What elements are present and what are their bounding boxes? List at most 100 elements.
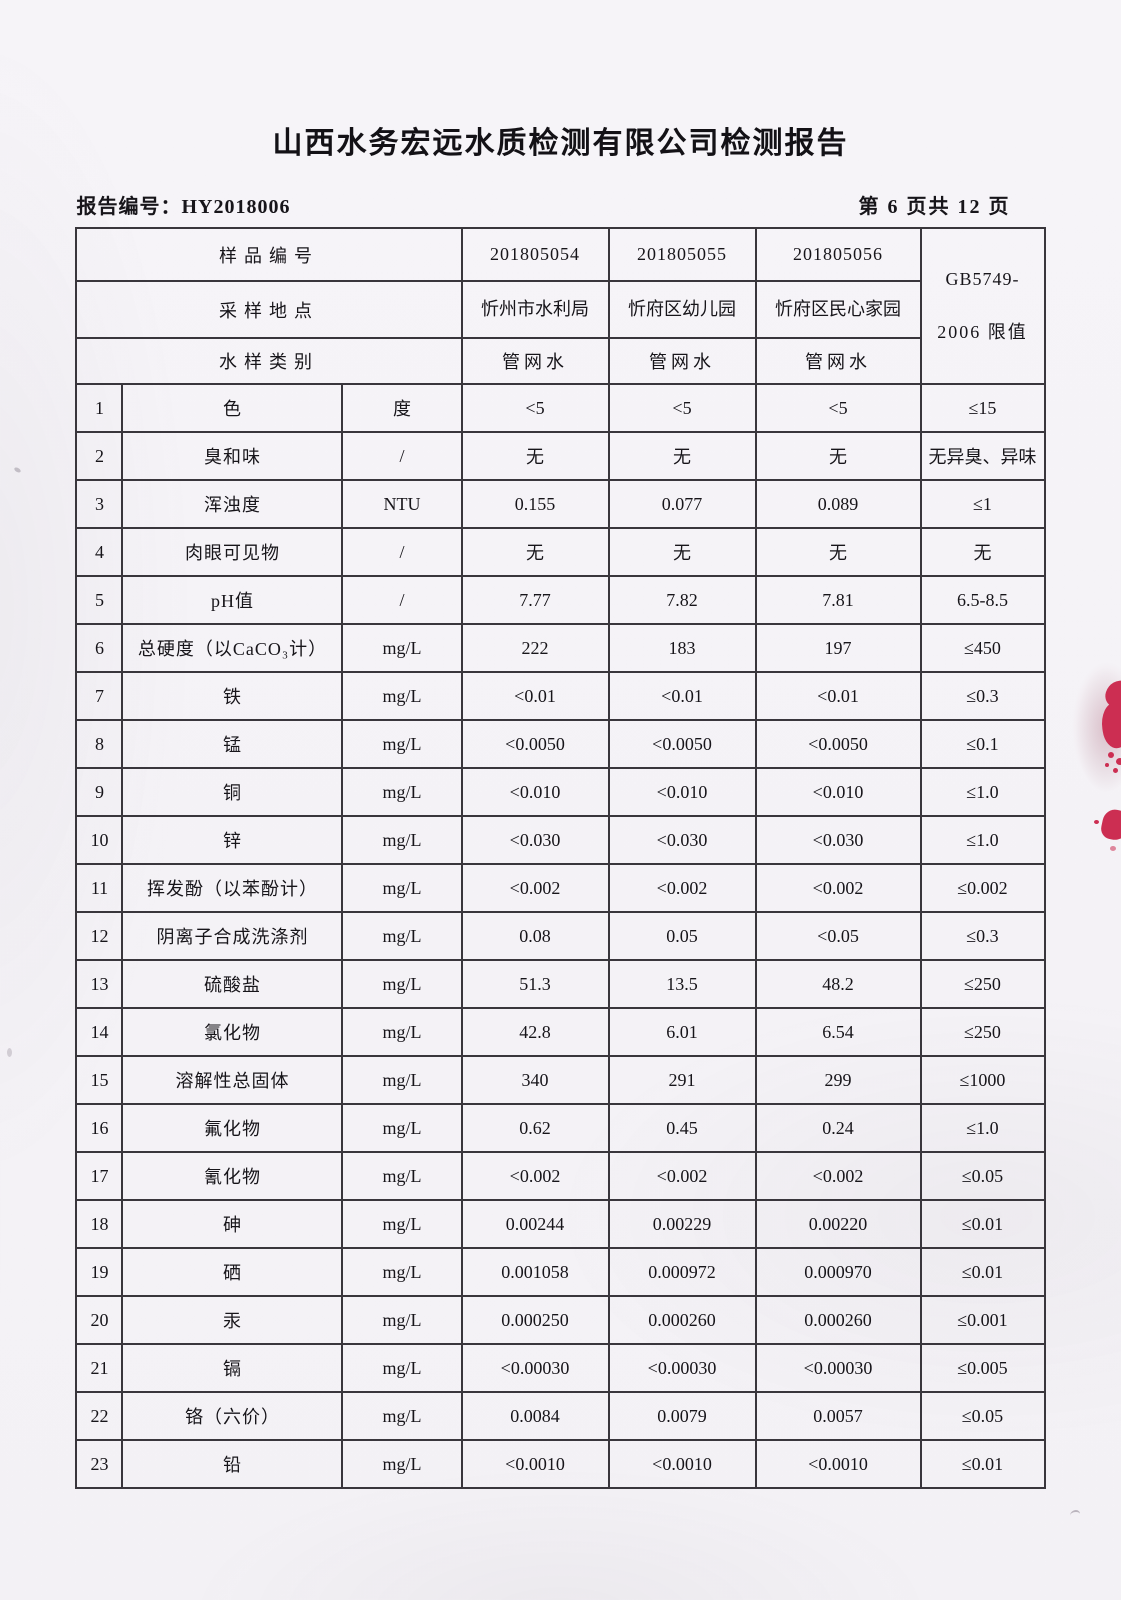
- item-name: 铅: [121, 1439, 344, 1489]
- row-number: 14: [75, 1007, 124, 1057]
- table-row: 12 阴离子合成洗涤剂 mg/L 0.08 0.05 <0.05 ≤0.3: [75, 911, 1046, 961]
- table-row: 10 锌 mg/L <0.030 <0.030 <0.030 ≤1.0: [75, 815, 1046, 865]
- limit-value: ≤0.01: [919, 1439, 1046, 1489]
- row-number: 5: [75, 575, 124, 625]
- item-name: 浑浊度: [121, 479, 344, 529]
- limit-standard-line1: GB5749-: [945, 268, 1020, 289]
- table-row: 7 铁 mg/L <0.01 <0.01 <0.01 ≤0.3: [75, 671, 1046, 721]
- water-type-label: 水样类别: [75, 337, 463, 385]
- value-sample-3: <0.030: [754, 815, 922, 865]
- value-sample-2: 7.82: [607, 575, 757, 625]
- unit: 度: [341, 383, 463, 433]
- table-row: 8 锰 mg/L <0.0050 <0.0050 <0.0050 ≤0.1: [75, 719, 1046, 769]
- value-sample-2: <0.010: [607, 767, 757, 817]
- unit: /: [341, 575, 463, 625]
- table-row: 23 铅 mg/L <0.0010 <0.0010 <0.0010 ≤0.01: [75, 1439, 1046, 1489]
- unit: NTU: [341, 479, 463, 529]
- location-3: 忻府区民心家园: [754, 280, 922, 339]
- limit-value: 无: [919, 527, 1046, 577]
- unit: mg/L: [341, 863, 463, 913]
- value-sample-2: <0.002: [607, 863, 757, 913]
- value-sample-3: 0.00220: [754, 1199, 922, 1249]
- limit-value: ≤1: [919, 479, 1046, 529]
- value-sample-1: <0.030: [460, 815, 610, 865]
- limit-value: ≤0.01: [919, 1247, 1046, 1297]
- value-sample-3: <0.002: [754, 863, 922, 913]
- table-row: 18 砷 mg/L 0.00244 0.00229 0.00220 ≤0.01: [75, 1199, 1046, 1249]
- unit: /: [341, 431, 463, 481]
- limit-value: ≤0.002: [919, 863, 1046, 913]
- value-sample-2: <0.01: [607, 671, 757, 721]
- limit-standard-header: GB5749- 2006 限值: [919, 227, 1046, 385]
- value-sample-3: 无: [754, 431, 922, 481]
- table-header: 样品编号 201805054 201805055 201805056 GB574…: [75, 227, 1046, 385]
- value-sample-2: 6.01: [607, 1007, 757, 1057]
- item-name: 总硬度（以CaCO₃计）: [121, 623, 344, 673]
- item-name: 硒: [121, 1247, 344, 1297]
- limit-value: ≤1000: [919, 1055, 1046, 1105]
- unit: mg/L: [341, 1007, 463, 1057]
- unit: mg/L: [341, 1391, 463, 1441]
- table-row: 15 溶解性总固体 mg/L 340 291 299 ≤1000: [75, 1055, 1046, 1105]
- value-sample-3: 299: [754, 1055, 922, 1105]
- value-sample-3: <0.01: [754, 671, 922, 721]
- value-sample-1: <0.01: [460, 671, 610, 721]
- table-row: 3 浑浊度 NTU 0.155 0.077 0.089 ≤1: [75, 479, 1046, 529]
- value-sample-1: 7.77: [460, 575, 610, 625]
- unit: mg/L: [341, 719, 463, 769]
- value-sample-1: 42.8: [460, 1007, 610, 1057]
- item-name: 硫酸盐: [121, 959, 344, 1009]
- water-quality-results-table: 样品编号 201805054 201805055 201805056 GB574…: [75, 227, 1046, 1489]
- value-sample-2: 0.0079: [607, 1391, 757, 1441]
- header-row-water-type: 水样类别 管网水 管网水 管网水: [75, 337, 1044, 385]
- value-sample-3: <0.0050: [754, 719, 922, 769]
- limit-value: 无异臭、异味: [919, 431, 1046, 481]
- location-label: 采样地点: [75, 280, 463, 339]
- header-row-location: 采样地点 忻州市水利局 忻府区幼儿园 忻府区民心家园: [75, 280, 1044, 339]
- unit: mg/L: [341, 1439, 463, 1489]
- value-sample-1: 0.155: [460, 479, 610, 529]
- value-sample-1: <0.0050: [460, 719, 610, 769]
- location-2: 忻府区幼儿园: [607, 280, 757, 339]
- table-row: 9 铜 mg/L <0.010 <0.010 <0.010 ≤1.0: [75, 767, 1046, 817]
- unit: mg/L: [341, 1151, 463, 1201]
- unit: mg/L: [341, 1103, 463, 1153]
- item-name: 锰: [121, 719, 344, 769]
- limit-value: ≤0.005: [919, 1343, 1046, 1393]
- table-row: 16 氟化物 mg/L 0.62 0.45 0.24 ≤1.0: [75, 1103, 1046, 1153]
- value-sample-1: 0.001058: [460, 1247, 610, 1297]
- item-name: pH值: [121, 575, 344, 625]
- row-number: 17: [75, 1151, 124, 1201]
- item-name: 氰化物: [121, 1151, 344, 1201]
- paper-speck: [1070, 1510, 1080, 1520]
- value-sample-3: <0.00030: [754, 1343, 922, 1393]
- limit-value: ≤0.3: [919, 671, 1046, 721]
- unit: mg/L: [341, 1055, 463, 1105]
- item-name: 肉眼可见物: [121, 527, 344, 577]
- value-sample-1: <0.00030: [460, 1343, 610, 1393]
- table-row: 5 pH值/7.77 7.82 7.81 6.5-8.5: [75, 575, 1046, 625]
- page-indicator: 第 6 页共 12 页: [858, 196, 1011, 218]
- value-sample-1: 340: [460, 1055, 610, 1105]
- location-1: 忻州市水利局: [460, 280, 610, 339]
- row-number: 18: [75, 1199, 124, 1249]
- item-name: 镉: [121, 1343, 344, 1393]
- value-sample-1: <5: [460, 383, 610, 433]
- header-row-sample-id: 样品编号 201805054 201805055 201805056 GB574…: [75, 227, 1046, 385]
- item-name: 铁: [121, 671, 344, 721]
- value-sample-1: 0.000250: [460, 1295, 610, 1345]
- table-row: 13 硫酸盐 mg/L 51.3 13.5 48.2 ≤250: [75, 959, 1046, 1009]
- unit: mg/L: [341, 1247, 463, 1297]
- row-number: 13: [75, 959, 124, 1009]
- sample-id-1: 201805054: [460, 227, 610, 282]
- report-meta-row: 报告编号：HY2018006 第 6 页共 12 页: [77, 190, 1045, 219]
- value-sample-1: <0.002: [460, 863, 610, 913]
- item-name: 氟化物: [121, 1103, 344, 1153]
- limit-value: ≤0.05: [919, 1391, 1046, 1441]
- value-sample-1: 无: [460, 431, 610, 481]
- value-sample-2: 13.5: [607, 959, 757, 1009]
- unit: mg/L: [341, 959, 463, 1009]
- limit-value: ≤1.0: [919, 1103, 1046, 1153]
- unit: mg/L: [341, 1343, 463, 1393]
- limit-value: ≤15: [919, 383, 1046, 433]
